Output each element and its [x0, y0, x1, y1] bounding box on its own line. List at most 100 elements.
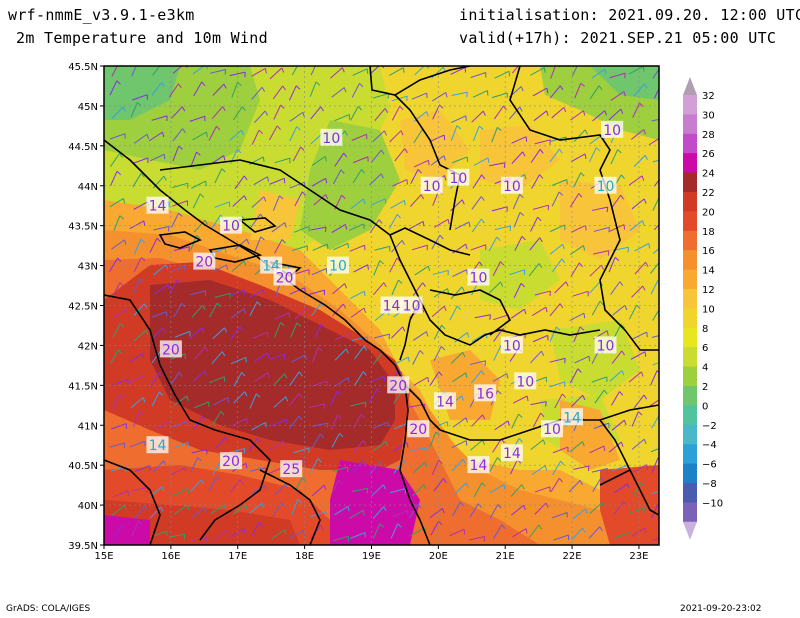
wind-barb: [651, 335, 659, 338]
wind-barb-flag: [644, 527, 647, 533]
wind-barb: [109, 442, 125, 448]
wind-barb: [372, 93, 389, 99]
wind-barb: [269, 440, 284, 451]
contour-label: 20: [273, 268, 296, 287]
wind-barb: [370, 149, 382, 163]
wind-barb-flag: [380, 149, 385, 155]
wind-barb: [430, 520, 440, 536]
contour-label-bg: [467, 268, 490, 286]
coastlines-borders: [104, 66, 659, 545]
wind-barb: [133, 303, 145, 317]
wind-barb-flag: [366, 488, 369, 494]
wind-barb: [211, 351, 223, 365]
wind-barb: [372, 440, 387, 452]
wind-barb: [111, 504, 125, 516]
wind-barb: [232, 504, 246, 515]
wind-barb: [352, 156, 369, 164]
wind-barb-flag: [443, 305, 447, 311]
wind-barb-flag: [120, 525, 125, 530]
wind-barb: [631, 198, 645, 210]
wind-barb-flag: [204, 346, 208, 352]
wind-barb-flag: [295, 85, 301, 90]
wind-barb-flag: [620, 108, 624, 114]
wind-barb: [111, 66, 118, 77]
wind-barb: [549, 381, 565, 388]
wind-barb-flag: [465, 372, 468, 378]
wind-barb-flag: [161, 486, 165, 492]
wind-barb-flag: [367, 264, 369, 270]
wind-barb: [632, 464, 647, 473]
wind-barb: [251, 67, 266, 77]
wind-barb-flag: [524, 174, 527, 180]
wind-barb: [352, 440, 364, 454]
wind-barb: [111, 106, 124, 119]
wind-barb-flag: [258, 521, 263, 527]
contour-label-bg: [146, 196, 169, 214]
contour-label-bg: [601, 120, 624, 138]
wind-barb: [271, 418, 287, 427]
wind-barb-flag: [178, 145, 183, 150]
colorbar-label: 16: [702, 246, 715, 257]
wind-barb: [630, 351, 646, 360]
wind-barb: [289, 85, 297, 101]
wind-barb: [309, 289, 325, 295]
wind-barb: [248, 437, 258, 452]
wind-barb-flag: [487, 157, 490, 163]
wind-barb-flag: [486, 90, 489, 96]
wind-barb-flag: [585, 508, 588, 514]
colorbar-label: 10: [702, 304, 715, 315]
wind-barb-flag: [464, 67, 467, 73]
wind-barb-flag: [187, 504, 190, 511]
wind-barb-flag: [563, 107, 567, 113]
wind-barb: [511, 413, 520, 429]
wind-barb-flag: [438, 520, 443, 526]
wind-barb: [189, 327, 203, 339]
wind-barb-flag: [306, 308, 310, 313]
wind-barb: [650, 279, 659, 295]
wind-barb: [294, 307, 308, 320]
wind-barb-flag: [318, 61, 322, 64]
contour-label-bg: [327, 256, 350, 274]
wind-barb-flag: [520, 283, 525, 288]
wind-barb-flag: [620, 174, 625, 180]
wind-barb-flag: [163, 175, 167, 181]
wind-barb: [389, 67, 404, 76]
wind-barb: [311, 433, 321, 448]
wind-barb: [289, 111, 304, 122]
wind-barb: [230, 356, 247, 365]
wind-barb-flag: [461, 286, 465, 292]
wind-barb-flag: [123, 505, 127, 511]
wind-barb: [470, 370, 482, 384]
wind-barb-flag: [497, 390, 502, 395]
wind-barb: [551, 191, 560, 207]
contour-label: 10: [220, 216, 243, 235]
contour-label-text: 10: [329, 259, 347, 275]
contour-label-text: 10: [503, 179, 521, 195]
wind-barb: [229, 447, 245, 453]
contour-label-bg: [193, 252, 216, 270]
wind-barb: [554, 281, 567, 294]
wind-barb: [450, 286, 463, 300]
wind-barb: [609, 72, 626, 79]
wind-barb-flag: [521, 236, 526, 241]
wind-barb: [133, 133, 148, 144]
wind-barb: [274, 322, 281, 338]
wind-barb-flag: [204, 507, 207, 513]
wind-barb-flag: [643, 198, 647, 204]
wind-barb: [530, 439, 544, 451]
wind-barb-flag: [378, 219, 383, 224]
wind-barb: [471, 110, 484, 123]
wind-barb: [651, 490, 659, 495]
wind-barb: [570, 110, 584, 121]
wind-barb-flag: [221, 351, 226, 357]
wind-barb: [534, 486, 551, 493]
wind-barb-flag: [466, 332, 470, 338]
contour-label: 10: [447, 168, 470, 187]
wind-barb-flag: [620, 323, 625, 329]
wind-barb-flag: [205, 181, 207, 187]
wind-barb-flag: [362, 371, 367, 376]
wind-barb: [172, 200, 188, 207]
wind-barb-flag: [623, 224, 626, 230]
colorbar-label: −4: [702, 440, 717, 451]
wind-barb: [632, 331, 647, 340]
